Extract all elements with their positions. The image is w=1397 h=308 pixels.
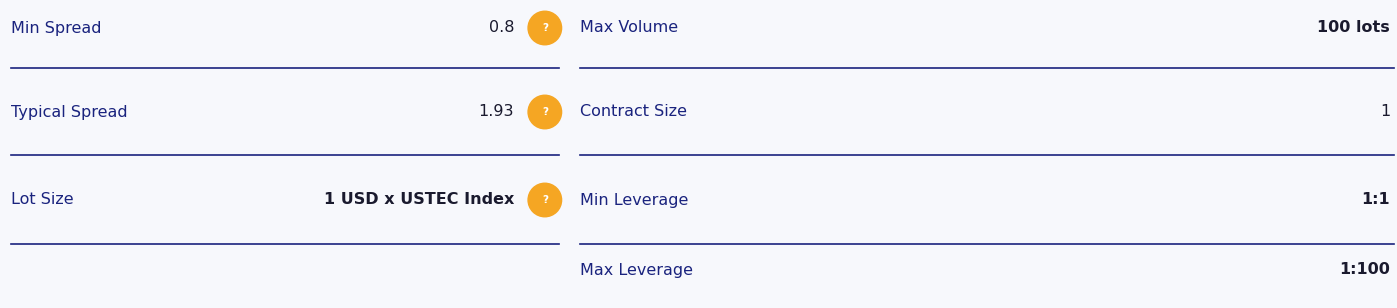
Text: Min Leverage: Min Leverage: [580, 192, 689, 208]
Text: 0.8: 0.8: [489, 21, 514, 35]
Text: 1:100: 1:100: [1340, 262, 1390, 278]
Ellipse shape: [528, 95, 562, 129]
Text: ?: ?: [542, 107, 548, 117]
Text: Typical Spread: Typical Spread: [11, 104, 127, 120]
Text: 1.93: 1.93: [479, 104, 514, 120]
Text: Contract Size: Contract Size: [580, 104, 687, 120]
Ellipse shape: [528, 11, 562, 45]
Text: Lot Size: Lot Size: [11, 192, 74, 208]
Ellipse shape: [528, 183, 562, 217]
Text: 1:1: 1:1: [1362, 192, 1390, 208]
Text: Max Volume: Max Volume: [580, 21, 678, 35]
Text: 1: 1: [1380, 104, 1390, 120]
Text: 1 USD x USTEC Index: 1 USD x USTEC Index: [324, 192, 514, 208]
Text: ?: ?: [542, 195, 548, 205]
Text: Max Leverage: Max Leverage: [580, 262, 693, 278]
Text: Min Spread: Min Spread: [11, 21, 102, 35]
Text: 100 lots: 100 lots: [1317, 21, 1390, 35]
Text: ?: ?: [542, 23, 548, 33]
